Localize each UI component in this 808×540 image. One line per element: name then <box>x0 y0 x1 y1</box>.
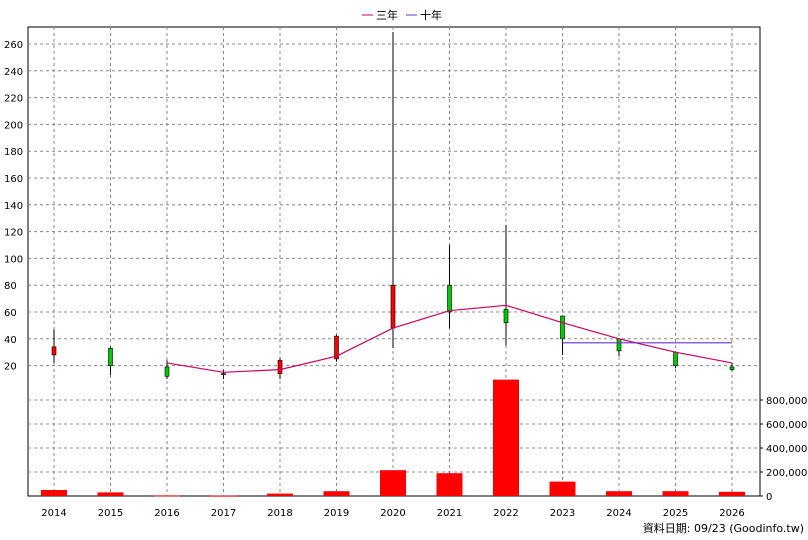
x-tick-label: 2025 <box>663 508 688 519</box>
price-tick-label: 40 <box>4 335 17 346</box>
candle-body <box>221 373 226 375</box>
source-note: 資料日期: 09/23 (Goodinfo.tw) <box>643 521 804 535</box>
volume-bar <box>493 379 519 496</box>
legend: 三年 十年 <box>362 8 442 22</box>
price-axis: 20 40 60 80 100 120 140 160 180 200 220 240 260 <box>4 40 23 373</box>
x-tick-label: 2020 <box>380 508 405 519</box>
volume-axis: 0 200,000 400,000 600,000 800,000 <box>760 396 807 503</box>
x-tick-label: 2018 <box>267 508 292 519</box>
moving-averages <box>166 304 733 373</box>
candle-body <box>108 347 113 366</box>
volume-bar <box>210 495 237 497</box>
candle-body <box>616 338 622 352</box>
price-tick-label: 220 <box>4 94 23 105</box>
legend-ma10-label: 十年 <box>420 8 442 22</box>
candle-body <box>390 284 396 329</box>
x-tick-label: 2023 <box>550 508 575 519</box>
x-tick-label: 2016 <box>154 508 179 519</box>
volume-bar <box>436 473 463 496</box>
volume-bar <box>97 492 124 496</box>
plot-area <box>27 26 761 497</box>
x-tick-label: 2019 <box>324 508 349 519</box>
volume-tick-label: 800,000 <box>766 396 807 407</box>
price-tick-label: 140 <box>4 201 23 212</box>
candle-body <box>277 359 283 374</box>
volume-bar <box>719 491 745 496</box>
x-tick-label: 2024 <box>606 508 631 519</box>
x-tick-label: 2022 <box>493 508 518 519</box>
price-tick-label: 260 <box>4 40 23 51</box>
volume-bar <box>606 491 632 496</box>
volume-tick-label: 600,000 <box>766 420 807 431</box>
price-tick-label: 120 <box>4 228 23 239</box>
candle-body <box>503 309 509 324</box>
candle-body <box>729 366 735 370</box>
price-tick-label: 20 <box>4 362 17 373</box>
candle-body <box>334 335 339 360</box>
x-axis: 2014 2015 2016 2017 2018 2019 2020 2021 2022 2023… <box>41 508 744 519</box>
price-tick-label: 180 <box>4 147 23 158</box>
volume-bar <box>662 491 689 496</box>
price-tick-label: 100 <box>4 254 23 265</box>
volume-tick-label: 400,000 <box>766 444 807 455</box>
volume-bar <box>323 491 350 496</box>
x-tick-label: 2014 <box>41 508 66 519</box>
volume-bar <box>380 470 406 496</box>
price-tick-label: 80 <box>4 281 17 292</box>
candle-body <box>447 284 452 313</box>
volume-tick-label: 200,000 <box>766 468 807 479</box>
price-tick-label: 200 <box>4 120 23 131</box>
x-tick-label: 2015 <box>98 508 123 519</box>
x-tick-label: 2026 <box>719 508 744 519</box>
legend-ma3-label: 三年 <box>376 8 398 22</box>
candle-body <box>560 315 565 340</box>
candle-body <box>673 351 678 366</box>
volume-bars <box>41 379 745 497</box>
volume-bar <box>41 490 67 496</box>
price-tick-label: 160 <box>4 174 23 185</box>
price-tick-label: 60 <box>4 308 17 319</box>
candle-body <box>164 366 170 377</box>
x-tick-label: 2021 <box>437 508 462 519</box>
x-tick-label: 2017 <box>211 508 236 519</box>
volume-bar <box>154 495 180 497</box>
price-tick-label: 240 <box>4 67 23 78</box>
volume-bar <box>549 481 576 496</box>
volume-tick-label: 0 <box>766 492 772 503</box>
volume-bar <box>267 493 293 496</box>
candle-body <box>51 346 57 356</box>
